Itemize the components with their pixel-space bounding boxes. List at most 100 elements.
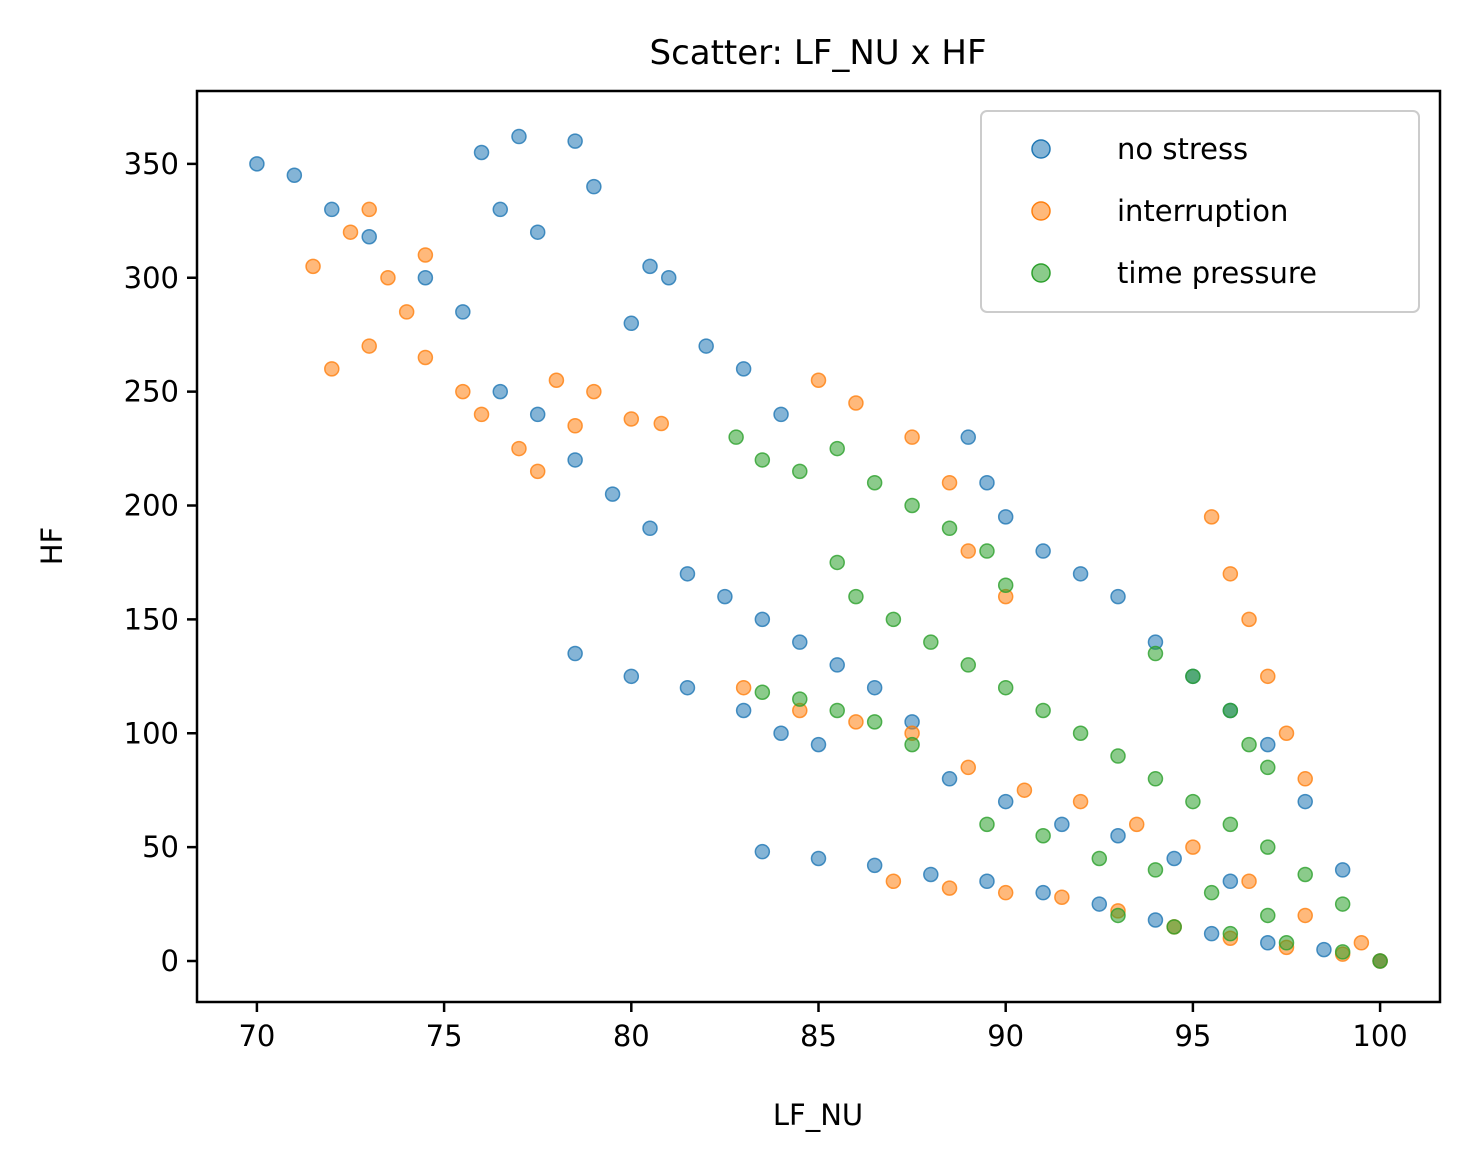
data-point — [941, 880, 958, 896]
data-point — [1147, 912, 1164, 928]
x-tick-label: 100 — [1352, 1019, 1407, 1053]
data-point — [1353, 935, 1370, 951]
data-point — [586, 383, 602, 400]
data-point — [492, 383, 509, 400]
data-point — [960, 543, 977, 559]
data-point — [1334, 862, 1351, 878]
data-point — [1203, 925, 1220, 942]
data-point — [792, 691, 808, 707]
data-point — [773, 406, 789, 423]
data-point — [885, 873, 902, 890]
data-point — [1278, 935, 1295, 951]
data-point — [398, 304, 415, 320]
data-point — [754, 684, 771, 701]
data-point — [1035, 702, 1051, 719]
data-point — [997, 793, 1014, 810]
legend-marker — [1031, 201, 1051, 221]
data-point — [1035, 543, 1051, 559]
x-tick-label: 95 — [1174, 1019, 1211, 1053]
y-axis-ticks: 0 50 100 150 200 250 300 350 — [124, 147, 197, 978]
data-point — [829, 440, 845, 457]
data-point — [1222, 702, 1239, 719]
data-point — [1110, 907, 1126, 924]
x-tick-label: 90 — [987, 1019, 1024, 1053]
data-point — [529, 224, 546, 240]
data-point — [249, 156, 265, 172]
data-point — [642, 258, 658, 275]
data-point — [417, 247, 434, 263]
legend: no stress interruption time pressure — [980, 110, 1420, 313]
data-point — [1260, 839, 1276, 855]
data-point — [792, 463, 808, 480]
x-axis-ticks: 70 75 80 85 90 95 100 — [238, 1002, 1408, 1053]
data-point — [1110, 748, 1126, 764]
data-point — [979, 474, 995, 491]
data-point — [1166, 850, 1182, 867]
data-point — [698, 338, 714, 354]
data-point — [866, 474, 883, 491]
data-point — [941, 474, 958, 491]
x-tick-label: 70 — [238, 1019, 275, 1053]
data-point — [829, 702, 845, 719]
data-point — [941, 771, 958, 787]
data-point — [653, 415, 670, 432]
legend-marker — [1031, 263, 1051, 283]
data-point — [305, 258, 321, 275]
data-point — [1110, 588, 1126, 605]
data-point — [923, 634, 939, 650]
data-point — [1297, 771, 1313, 787]
data-point — [960, 759, 977, 776]
data-point — [1185, 668, 1201, 685]
data-point — [511, 440, 527, 457]
data-point — [1241, 736, 1257, 753]
data-point — [529, 463, 546, 480]
data-point — [1334, 944, 1351, 960]
plot-points — [249, 128, 1388, 969]
y-tick-label: 250 — [124, 375, 179, 409]
data-point — [979, 873, 995, 890]
y-axis-label: HF — [35, 527, 69, 566]
data-point — [960, 657, 977, 673]
data-point — [529, 406, 546, 423]
data-point — [623, 411, 640, 427]
legend-label: time pressure — [1117, 256, 1317, 290]
series-time-pressure — [728, 429, 1388, 969]
data-point — [979, 816, 995, 833]
y-tick-label: 100 — [124, 716, 179, 750]
data-point — [324, 361, 340, 377]
data-point — [324, 201, 340, 218]
data-point — [473, 144, 490, 161]
y-tick-label: 50 — [142, 830, 179, 864]
data-point — [1054, 889, 1070, 905]
data-point — [1260, 907, 1276, 924]
data-point — [1297, 907, 1313, 924]
data-point — [923, 866, 939, 883]
data-point — [455, 304, 471, 320]
data-point — [342, 224, 359, 240]
legend-box — [980, 110, 1420, 313]
data-point — [1166, 919, 1182, 935]
data-point — [455, 383, 471, 400]
data-point — [1260, 668, 1276, 685]
legend-marker — [1031, 139, 1051, 159]
data-point — [623, 668, 640, 685]
data-point — [417, 270, 434, 286]
data-point — [717, 588, 733, 605]
y-tick-label: 300 — [124, 261, 179, 295]
data-point — [735, 679, 752, 696]
data-point — [1372, 953, 1388, 969]
legend-label: interruption — [1117, 194, 1288, 228]
data-point — [380, 270, 396, 286]
data-point — [1316, 941, 1332, 958]
data-point — [941, 520, 958, 537]
data-point — [754, 611, 771, 628]
data-point — [586, 178, 602, 195]
data-point — [1203, 884, 1220, 901]
data-point — [361, 201, 377, 218]
data-point — [848, 395, 864, 411]
data-point — [679, 679, 696, 696]
x-tick-label: 85 — [800, 1019, 837, 1053]
data-point — [567, 418, 583, 434]
data-point — [1260, 935, 1276, 951]
data-point — [810, 372, 827, 388]
